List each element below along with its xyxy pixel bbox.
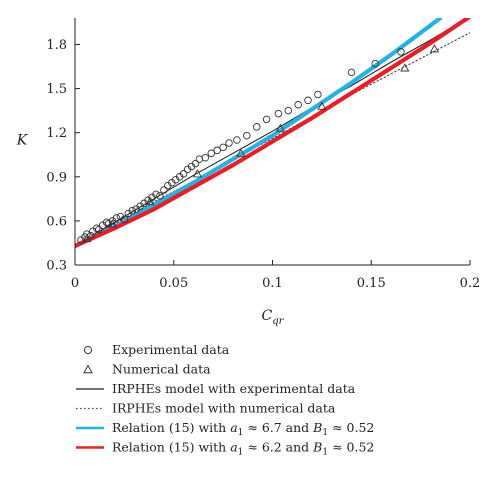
numerical-data-point [275, 123, 285, 132]
experimental-data-point [243, 131, 251, 140]
x-tick-label: 0.05 [159, 276, 188, 291]
legend-label-part: B [312, 440, 322, 455]
experimental-data-point [195, 155, 204, 163]
legend-label-part: 1 [238, 448, 244, 458]
experimental-data-point [284, 106, 293, 115]
experimental-data-point [274, 109, 283, 118]
series-line-3 [75, 32, 470, 247]
experimental-data-point [92, 224, 101, 232]
experimental-data-point [294, 100, 302, 109]
x-axis-label-main: C [262, 308, 273, 324]
numerical-data-point [400, 63, 410, 72]
y-tick-label: 0.3 [46, 259, 67, 274]
experimental-data-point [120, 215, 129, 224]
experimental-data-point [219, 143, 227, 152]
experimental-data-point [83, 230, 91, 238]
experimental-data-point [156, 192, 164, 200]
x-tick-label: 0.15 [357, 276, 386, 291]
numerical-data-point [107, 219, 118, 228]
numerical-data-point [429, 44, 440, 53]
series-line-4 [75, 18, 443, 248]
legend-label-part: ≈ 6.2 and [243, 440, 313, 455]
experimental-data-point [252, 123, 261, 131]
numerical-data-point [82, 233, 92, 243]
x-tick-label: 0 [71, 276, 79, 291]
legend-triangle-marker [83, 364, 93, 374]
y-tick-label: 1.5 [46, 82, 67, 97]
experimental-data-point [371, 59, 379, 68]
legend-item: Experimental data [83, 342, 230, 357]
legend-label-part: Relation (15) with [112, 420, 230, 435]
axes: 0 0.05 0.1 0.15 0.2 0.3 0.6 0.9 1.2 1.5 1.8 Cqr K [16, 18, 481, 327]
experimental-data-point [152, 190, 160, 199]
numerical-data-point [145, 197, 155, 206]
x-tick-label: 0.1 [262, 276, 283, 291]
experimental-data-point [160, 186, 168, 194]
legend-label: Experimental data [112, 342, 230, 357]
y-tick-label: 0.9 [46, 170, 67, 185]
legend-label-part: ≈ 6.7 and [243, 420, 313, 435]
series-line-2 [75, 18, 469, 247]
experimental-data-point [225, 139, 233, 147]
numerical-data-point [236, 148, 246, 157]
experimental-data-point [128, 206, 137, 215]
legend-label-part: a [230, 440, 237, 455]
legend: Experimental data Numerical data IRPHEs mo… [76, 342, 374, 458]
experimental-data-point [213, 146, 221, 155]
legend-label-part: ≈ 0.52 [328, 440, 374, 455]
legend-label-part: 1 [322, 448, 328, 458]
legend-label-part: a [230, 420, 237, 435]
series-line-5 [75, 18, 470, 248]
legend-label-part: B [312, 420, 322, 435]
experimental-data-point [179, 170, 188, 178]
experimental-data-point [207, 149, 216, 158]
experimental-data-point [314, 90, 322, 99]
experimental-data-point [347, 68, 356, 77]
experimental-data-point [233, 136, 241, 144]
legend-label-part: ≈ 0.52 [328, 420, 374, 435]
experimental-data-point [112, 214, 121, 222]
legend-label-part: 1 [322, 428, 328, 438]
legend-label: IRPHEs model with numerical data [112, 401, 336, 416]
legend-circle-marker [83, 345, 93, 355]
y-tick-label: 1.8 [46, 38, 67, 53]
experimental-data-point [191, 159, 200, 168]
numerical-data-point [317, 101, 327, 110]
legend-label: Relation (15) with a1 ≈ 6.2 and B1 ≈ 0.5… [112, 440, 374, 458]
plot-area [75, 18, 470, 248]
legend-item: IRPHEs model with experimental data [76, 381, 356, 396]
legend-item: Relation (15) with a1 ≈ 6.2 and B1 ≈ 0.5… [76, 440, 374, 458]
y-axis-label: K [16, 132, 29, 148]
experimental-data-point [304, 96, 312, 105]
legend-label: Relation (15) with a1 ≈ 6.7 and B1 ≈ 0.5… [112, 420, 374, 438]
y-tick-label: 0.6 [46, 214, 67, 229]
experimental-data-point [262, 115, 271, 124]
experimental-data-point [397, 48, 405, 56]
y-tick-label: 1.2 [46, 126, 67, 141]
legend-label: IRPHEs model with experimental data [112, 381, 356, 396]
x-axis-label-sub: qr [272, 316, 284, 327]
legend-item: Numerical data [83, 362, 211, 377]
experimental-data-point [201, 153, 210, 162]
x-axis-label: Cqr [262, 308, 285, 327]
x-tick-label: 0.2 [460, 276, 481, 291]
legend-label: Numerical data [112, 362, 211, 377]
experimental-data-point [94, 225, 103, 234]
numerical-data-point [192, 169, 203, 178]
legend-item: Relation (15) with a1 ≈ 6.7 and B1 ≈ 0.5… [76, 420, 374, 438]
legend-label-part: Relation (15) with [112, 440, 230, 455]
legend-item: IRPHEs model with numerical data [76, 401, 336, 416]
legend-label-part: 1 [238, 428, 244, 438]
